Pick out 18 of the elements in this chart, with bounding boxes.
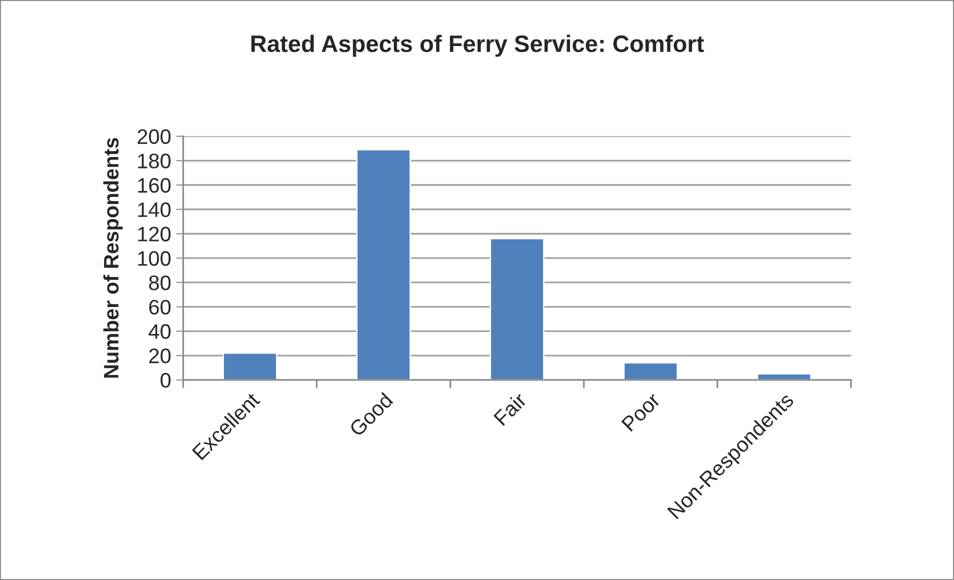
y-tick-label: 100 — [138, 251, 171, 266]
bar — [356, 149, 411, 380]
y-tick-label: 20 — [149, 348, 171, 364]
y-tick-label: 160 — [138, 178, 171, 193]
y-tick-label: 200 — [138, 129, 171, 144]
bar — [623, 362, 678, 380]
y-tick-label: 180 — [138, 154, 171, 168]
y-tick-label: 140 — [138, 202, 171, 218]
y-tick-label: 120 — [138, 226, 171, 242]
y-tick-label: 0 — [160, 372, 171, 388]
bar — [490, 238, 544, 380]
x-tick-label: Fair — [492, 391, 528, 426]
y-tick-label: 40 — [148, 324, 171, 339]
bar — [222, 352, 278, 380]
y-axis-title: Number of Respondents — [103, 138, 123, 378]
y-tick-label: 60 — [149, 300, 171, 315]
chart-title: Rated Aspects of Ferry Service: Comfort — [251, 34, 704, 57]
y-tick-label: 80 — [149, 275, 171, 290]
